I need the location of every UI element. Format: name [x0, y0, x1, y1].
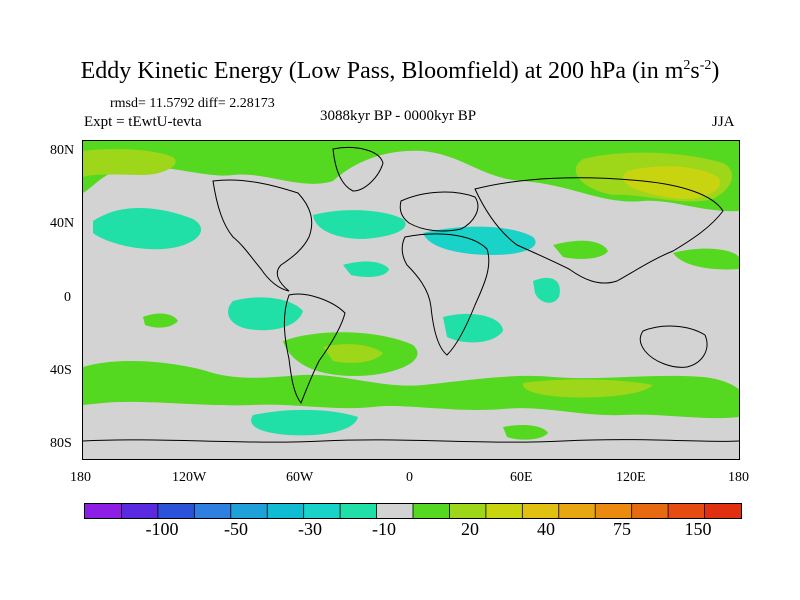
colorbar-segment	[558, 504, 596, 518]
colorbar-segment	[121, 504, 159, 518]
lon-label-180e: 180	[728, 470, 749, 485]
colorbar-segment	[449, 504, 487, 518]
colorbar-segment	[340, 504, 378, 518]
southern-ocean-peak	[522, 379, 653, 398]
lon-label-60e: 60E	[510, 470, 533, 485]
colorbar-segment	[157, 504, 195, 518]
south-atlantic-negative	[443, 313, 503, 343]
north-atlantic-negative	[313, 210, 406, 239]
colorbar-segment	[631, 504, 669, 518]
period-label: 3088kyr BP - 0000kyr BP	[320, 108, 477, 124]
season-label: JJA	[712, 114, 735, 130]
indian-ocean-negative	[533, 277, 560, 303]
australia-coast	[639, 325, 708, 368]
colorbar-segment	[194, 504, 232, 518]
colorbar-segment	[230, 504, 268, 518]
experiment-label: Expt = tEwtU-tevta	[84, 114, 202, 130]
colorbar-border	[84, 503, 742, 519]
rmsd-diff-stat: rmsd= 11.5792 diff= 2.28173	[110, 96, 275, 111]
coastlines	[83, 147, 739, 443]
south-america-peak	[323, 344, 383, 363]
colorbar-segment	[85, 504, 122, 518]
antarctic-positive	[503, 425, 548, 440]
lon-label-0: 0	[406, 470, 413, 485]
asia-positive	[553, 240, 608, 259]
colorbar-segment	[485, 504, 523, 518]
north-pacific-negative	[93, 207, 202, 250]
colorbar-label--30: -30	[298, 519, 322, 539]
eke-difference-map	[83, 141, 739, 459]
colorbar-label-40: 40	[537, 519, 555, 539]
southern-ocean-positive	[83, 360, 739, 419]
greenland-coast	[332, 147, 384, 192]
colorbar-label--10: -10	[372, 519, 396, 539]
map-panel	[82, 140, 740, 460]
colorbar-label-150: 150	[684, 519, 712, 539]
arctic-west-region	[83, 149, 176, 177]
colorbar-segment	[595, 504, 633, 518]
lat-label-40n: 40N	[50, 216, 75, 231]
colorbar-label-20: 20	[461, 519, 479, 539]
antarctic-negative	[251, 409, 358, 436]
lat-label-80n: 80N	[50, 143, 75, 158]
lon-label-120w: 120W	[172, 470, 207, 485]
plot-title: Eddy Kinetic Energy (Low Pass, Bloomfiel…	[80, 58, 720, 84]
arctic-peak-region	[623, 166, 720, 199]
antarctica-coast	[83, 439, 739, 443]
asia-coast	[474, 177, 724, 284]
lon-label-60w: 60W	[286, 470, 314, 485]
colorbar-segment	[522, 504, 560, 518]
europe-coast	[399, 191, 479, 232]
colorbar-label--100: -100	[145, 519, 179, 539]
colorbar-segment	[668, 504, 706, 518]
north-africa-negative	[423, 226, 536, 255]
colorbar-segment	[376, 504, 414, 518]
colorbar-segment	[704, 504, 742, 518]
colorbar-label--50: -50	[224, 519, 248, 539]
colorbar-label-75: 75	[613, 519, 631, 539]
lat-label-40s: 40S	[50, 363, 72, 378]
east-pacific-positive	[673, 248, 739, 270]
colorbar-segment	[303, 504, 341, 518]
arctic-positive-region	[83, 141, 739, 212]
colorbar-segment	[267, 504, 305, 518]
africa-coast	[401, 233, 490, 356]
lon-label-180w: 180	[70, 470, 91, 485]
colorbar-segment	[413, 504, 450, 518]
south-america-coast	[283, 293, 346, 404]
lat-label-0: 0	[64, 290, 71, 305]
lat-label-80s: 80S	[50, 436, 72, 451]
colorbar	[84, 503, 742, 519]
tropical-pacific-positive	[143, 313, 178, 328]
lon-label-120e: 120E	[616, 470, 646, 485]
north-america-coast	[212, 179, 313, 292]
mid-atlantic-negative	[343, 261, 389, 277]
